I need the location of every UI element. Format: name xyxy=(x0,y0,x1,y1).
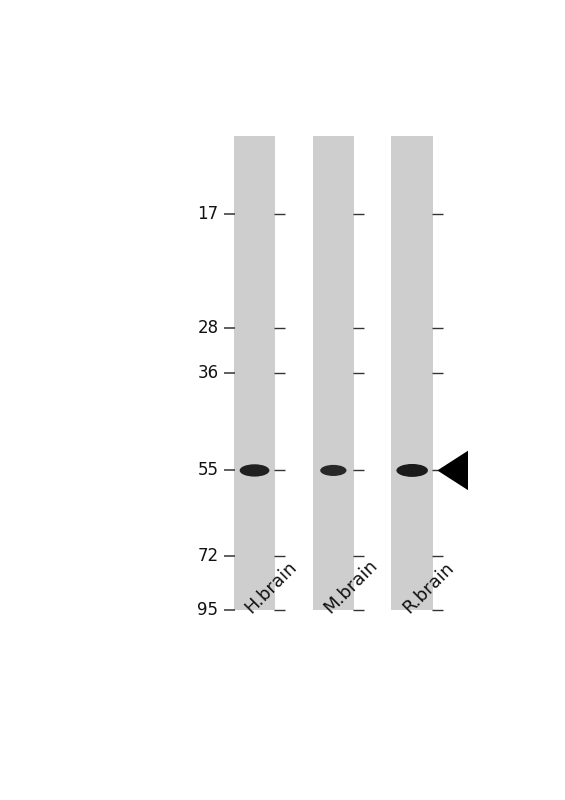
Text: M.brain: M.brain xyxy=(320,556,381,617)
Polygon shape xyxy=(437,450,468,490)
Text: 72: 72 xyxy=(197,547,219,565)
Ellipse shape xyxy=(320,465,346,476)
Text: 95: 95 xyxy=(197,602,219,619)
Ellipse shape xyxy=(397,464,428,477)
Text: 28: 28 xyxy=(197,319,219,337)
Text: 17: 17 xyxy=(197,206,219,223)
Bar xyxy=(312,136,354,610)
Ellipse shape xyxy=(240,464,270,477)
Bar xyxy=(392,136,433,610)
Text: H.brain: H.brain xyxy=(242,558,301,617)
Bar xyxy=(234,136,275,610)
Text: R.brain: R.brain xyxy=(399,558,458,617)
Text: 55: 55 xyxy=(197,462,219,479)
Text: 36: 36 xyxy=(197,364,219,382)
